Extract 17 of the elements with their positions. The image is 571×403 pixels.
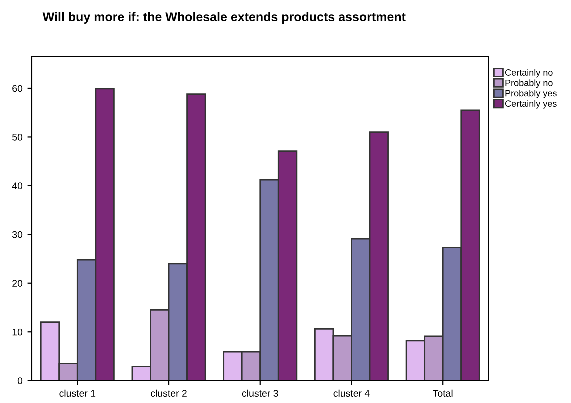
legend-label: Probably yes bbox=[506, 90, 557, 98]
legend-label: Certainly yes bbox=[505, 100, 557, 109]
legend-label: Probably no bbox=[506, 80, 553, 88]
x-tick-label: cluster 4 bbox=[334, 390, 370, 398]
legend-label: Certainly no bbox=[505, 69, 553, 78]
x-tick-label: cluster 3 bbox=[242, 390, 278, 398]
y-tick-label: 30 bbox=[12, 231, 23, 238]
x-tick-label: cluster 1 bbox=[60, 390, 96, 398]
y-tick-label: 10 bbox=[12, 328, 23, 336]
x-tick-label: cluster 2 bbox=[151, 390, 187, 398]
y-tick-label: 60 bbox=[12, 85, 23, 92]
x-tick-label: Total bbox=[433, 390, 453, 398]
chart-title: Will buy more if: the Wholesale extends products assortment bbox=[42, 12, 406, 24]
y-tick-label: 20 bbox=[12, 280, 23, 288]
y-tick-label: 50 bbox=[12, 134, 23, 141]
y-tick-label: 0 bbox=[18, 378, 23, 384]
y-tick-label: 40 bbox=[12, 182, 23, 190]
